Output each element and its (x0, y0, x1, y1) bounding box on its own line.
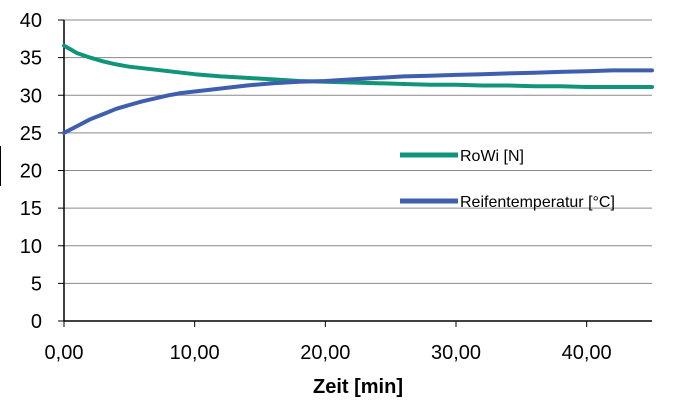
y-tick-label-30: 30 (20, 85, 42, 107)
x-tick-label-1: 10,00 (170, 342, 220, 364)
series-line-0 (62, 43, 654, 89)
y-tick-labels: 0 5 10 15 20 25 30 35 40 (20, 10, 42, 333)
legend-label-reifentemperatur: Reifentemperatur [°C] (460, 194, 615, 211)
y-tick-label-15: 15 (20, 198, 42, 220)
x-axis-title: Zeit [min] (313, 376, 403, 398)
y-tick-label-35: 35 (20, 48, 42, 70)
axes (0, 19, 652, 327)
y-tick-label-10: 10 (20, 236, 42, 258)
x-tick-label-2: 20,00 (300, 342, 350, 364)
y-tick-label-20: 20 (20, 161, 42, 183)
y-tick-label-5: 5 (31, 273, 42, 295)
x-tick-label-3: 30,00 (431, 342, 481, 364)
y-tick-label-40: 40 (20, 10, 42, 32)
legend-label-rowi: RoWi [N] (460, 148, 524, 165)
x-tick-label-4: 40,00 (562, 342, 612, 364)
series (62, 43, 654, 135)
series-line-1 (62, 68, 654, 135)
legend: RoWi [N] Reifentemperatur [°C] (400, 148, 615, 211)
x-tick-labels: 0,00 10,00 20,00 30,00 40,00 (45, 342, 612, 364)
gridlines (64, 19, 652, 284)
y-tick-label-0: 0 (31, 311, 42, 333)
x-tick-label-0: 0,00 (45, 342, 84, 364)
y-tick-label-25: 25 (20, 123, 42, 145)
